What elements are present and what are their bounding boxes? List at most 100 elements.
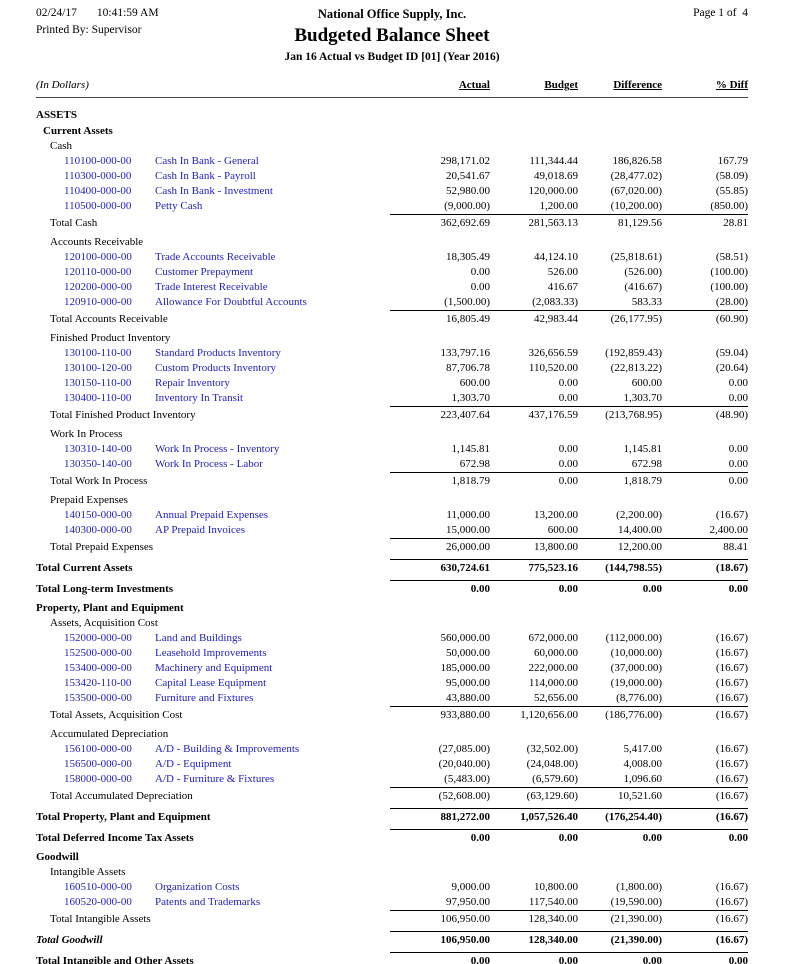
account-name-link[interactable]: Trade Interest Receivable xyxy=(155,281,268,293)
account-number-link[interactable]: 160520-000-00 xyxy=(64,896,132,908)
section-heading: Finished Product Inventory xyxy=(50,332,171,344)
account-number-link[interactable]: 120100-000-00 xyxy=(64,251,132,263)
account-name-link[interactable]: A/D - Building & Improvements xyxy=(155,743,300,755)
account-name-link[interactable]: Custom Products Inventory xyxy=(155,362,276,374)
account-name-link[interactable]: Capital Lease Equipment xyxy=(155,677,267,689)
account-name-link[interactable]: Repair Inventory xyxy=(155,377,230,389)
pct-diff-value: (16.67) xyxy=(715,896,748,908)
account-number-link[interactable]: 120110-000-00 xyxy=(64,266,132,278)
pct-diff-value: 0.00 xyxy=(662,580,748,597)
actual-value: 133,797.16 xyxy=(440,347,491,359)
account-number-link[interactable]: 120910-000-00 xyxy=(64,296,132,308)
account-number-link[interactable]: 153400-000-00 xyxy=(64,662,132,674)
account-number-link[interactable]: 130350-140-00 xyxy=(64,458,132,470)
difference-value: (8,776.00) xyxy=(616,692,662,704)
account-number-link[interactable]: 152000-000-00 xyxy=(64,632,132,644)
account-number-link[interactable]: 153420-110-00 xyxy=(64,677,132,689)
account-number-link[interactable]: 140300-000-00 xyxy=(64,524,132,536)
account-row: 110500-000-00 Petty Cash (9,000.00) 1,200.0… xyxy=(36,199,748,214)
account-label: 130100-120-00 Custom Products Inventory xyxy=(36,361,390,376)
account-number-link[interactable]: 110500-000-00 xyxy=(64,200,132,212)
difference-value: 12,200.00 xyxy=(578,538,662,555)
budget-value xyxy=(490,427,578,442)
account-number-link[interactable]: 130400-110-00 xyxy=(64,392,132,404)
account-label: 110500-000-00 Petty Cash xyxy=(36,199,390,214)
account-name-link[interactable]: Cash In Bank - General xyxy=(155,155,259,167)
actual-value: 52,980.00 xyxy=(446,185,490,197)
account-name-link[interactable]: AP Prepaid Invoices xyxy=(155,524,246,536)
account-name-link[interactable]: Patents and Trademarks xyxy=(155,896,261,908)
budget-value: 600.00 xyxy=(547,524,578,536)
account-number-link[interactable]: 158000-000-00 xyxy=(64,773,132,785)
account-name-link[interactable]: Leasehold Improvements xyxy=(155,647,267,659)
actual-value: 1,818.79 xyxy=(390,472,490,489)
actual-value: 18,305.49 xyxy=(446,251,490,263)
pct-diff-value: (16.67) xyxy=(662,808,748,825)
account-name-link[interactable]: Customer Prepayment xyxy=(155,266,254,278)
account-name-link[interactable]: Work In Process - Inventory xyxy=(155,443,280,455)
account-number-link[interactable]: 153500-000-00 xyxy=(64,692,132,704)
actual-value: 0.00 xyxy=(470,281,490,293)
actual-value: 20,541.67 xyxy=(446,170,490,182)
total-label: Total Long-term Investments xyxy=(36,583,174,595)
account-name-link[interactable]: Cash In Bank - Payroll xyxy=(155,170,256,182)
budget-value: 775,523.16 xyxy=(490,559,578,576)
pct-diff-value xyxy=(662,727,748,742)
account-number-link[interactable]: 156100-000-00 xyxy=(64,743,132,755)
pct-diff-value: (16.67) xyxy=(715,677,748,689)
account-name-link[interactable]: Work In Process - Labor xyxy=(155,458,263,470)
total-row: Total Work In Process 1,818.79 0.00 1,818.7… xyxy=(36,472,748,489)
account-number-link[interactable]: 152500-000-00 xyxy=(64,647,132,659)
report-header: 02/24/17 10:41:59 AM Printed By: Supervis… xyxy=(36,7,748,63)
account-name-link[interactable]: Land and Buildings xyxy=(155,632,242,644)
account-number-link[interactable]: 130150-110-00 xyxy=(64,377,132,389)
account-number-link[interactable]: 130100-110-00 xyxy=(64,347,132,359)
pct-diff-value: (100.00) xyxy=(710,266,748,278)
account-name-link[interactable]: Standard Products Inventory xyxy=(155,347,281,359)
account-name-link[interactable]: Cash In Bank - Investment xyxy=(155,185,273,197)
difference-value: 14,400.00 xyxy=(618,524,662,536)
account-label: 158000-000-00 A/D - Furniture & Fixtures xyxy=(36,772,390,787)
account-name-link[interactable]: Furniture and Fixtures xyxy=(155,692,254,704)
actual-value xyxy=(390,493,490,508)
account-number-link[interactable]: 160510-000-00 xyxy=(64,881,132,893)
budget-value: 110,520.00 xyxy=(528,362,578,374)
pct-diff-value xyxy=(662,850,748,865)
account-name-link[interactable]: Petty Cash xyxy=(155,200,203,212)
actual-value xyxy=(390,427,490,442)
account-name-link[interactable]: Machinery and Equipment xyxy=(155,662,273,674)
account-number-link[interactable]: 130310-140-00 xyxy=(64,443,132,455)
account-name-link[interactable]: Trade Accounts Receivable xyxy=(155,251,276,263)
total-label: Total Work In Process xyxy=(50,475,148,487)
account-name-link[interactable]: A/D - Equipment xyxy=(155,758,232,770)
account-name-link[interactable]: Annual Prepaid Expenses xyxy=(155,509,269,521)
account-number-link[interactable]: 110100-000-00 xyxy=(64,155,132,167)
account-number-link[interactable]: 120200-000-00 xyxy=(64,281,132,293)
section-heading: Cash xyxy=(50,140,72,152)
account-number-link[interactable]: 110400-000-00 xyxy=(64,185,132,197)
budget-value: 416.67 xyxy=(547,281,578,293)
actual-value: 298,171.02 xyxy=(440,155,491,167)
page-number: Page 1 of 4 xyxy=(693,7,748,19)
account-name-link[interactable]: Organization Costs xyxy=(155,881,240,893)
account-number-link[interactable]: 110300-000-00 xyxy=(64,170,132,182)
pct-diff-value: 0.00 xyxy=(662,829,748,846)
account-name-link[interactable]: A/D - Furniture & Fixtures xyxy=(155,773,275,785)
account-row: 153420-110-00 Capital Lease Equipment 95,0… xyxy=(36,676,748,691)
budget-value: 0.00 xyxy=(490,829,578,846)
printed-by: Printed By: Supervisor xyxy=(36,24,142,36)
pct-diff-value: (20.64) xyxy=(715,362,748,374)
section-heading: Property, Plant and Equipment xyxy=(36,602,184,614)
budget-value: 120,000.00 xyxy=(528,185,579,197)
account-number-link[interactable]: 140150-000-00 xyxy=(64,509,132,521)
account-name-link[interactable]: Inventory In Transit xyxy=(155,392,243,404)
difference-value: 0.00 xyxy=(578,580,662,597)
budget-value: 326,656.59 xyxy=(528,347,579,359)
pct-diff-value: (16.67) xyxy=(662,910,748,927)
account-name-link[interactable]: Allowance For Doubtful Accounts xyxy=(155,296,307,308)
account-number-link[interactable]: 130100-120-00 xyxy=(64,362,132,374)
budget-value xyxy=(490,865,578,880)
account-label: 160520-000-00 Patents and Trademarks xyxy=(36,895,390,910)
account-number-link[interactable]: 156500-000-00 xyxy=(64,758,132,770)
difference-value: 186,826.58 xyxy=(612,155,663,167)
